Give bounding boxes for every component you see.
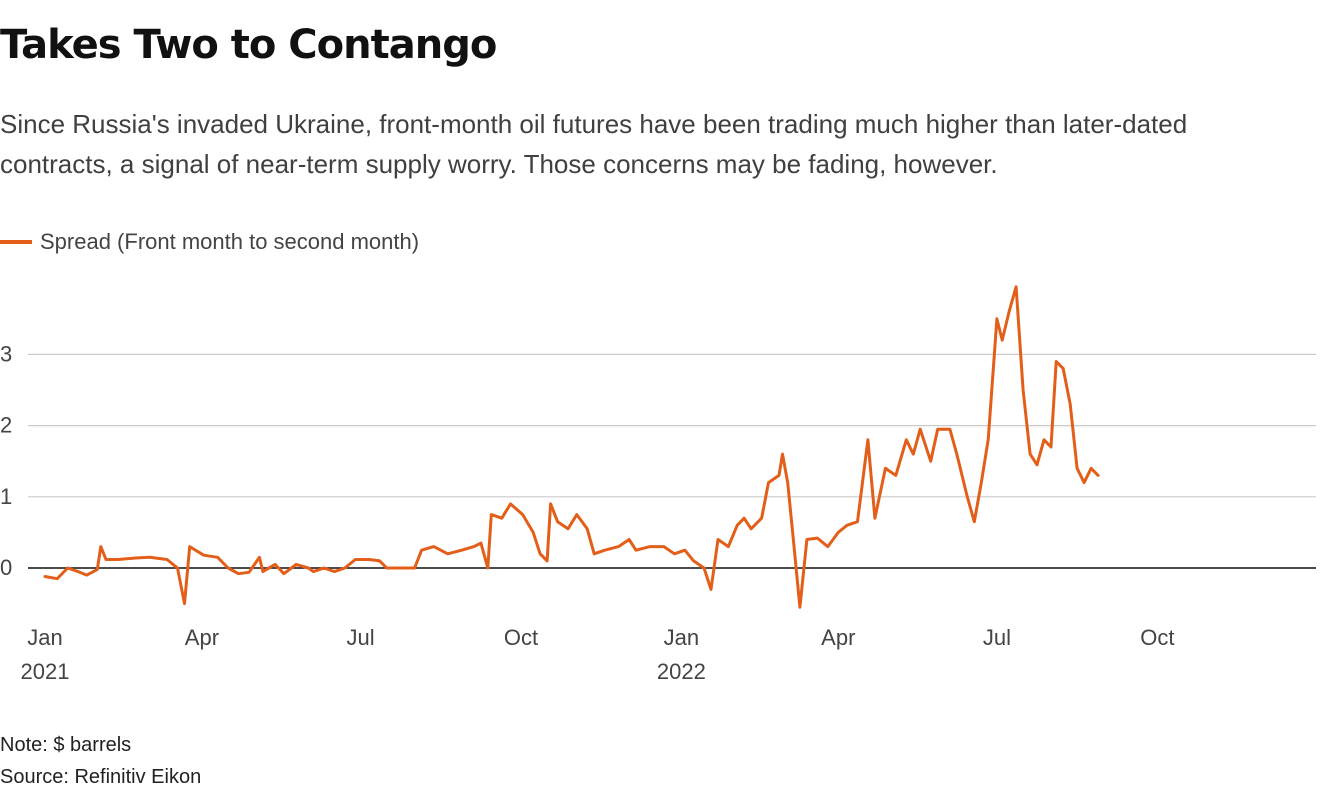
x-tick-label: Apr (821, 625, 855, 650)
line-chart: 0 1 2 3 Jan 2021 Apr Jul Oct Jan 2022 Apr Jul Oct (0, 285, 1316, 684)
y-tick-label: 0 (0, 555, 12, 580)
chart-subtitle: Since Russia's invaded Ukraine, front-mo… (0, 109, 1188, 179)
legend-label: Spread (Front month to second month) (40, 229, 420, 254)
x-tick-label: Jul (347, 625, 375, 650)
x-tick-label: Jan (664, 625, 699, 650)
chart-title: Takes Two to Contango (0, 22, 497, 68)
chart-source: Source: Refinitiv Eikon (0, 766, 202, 788)
x-tick-year-label: 2022 (657, 659, 706, 684)
chart-note: Note: $ barrels (0, 734, 132, 756)
spread-series-line (43, 285, 1100, 609)
y-tick-label: 3 (0, 341, 12, 366)
y-tick-label: 2 (0, 413, 12, 438)
x-tick-label: Jul (983, 625, 1011, 650)
legend-swatch (0, 240, 32, 244)
x-tick-label: Jan (27, 625, 62, 650)
y-tick-label: 1 (0, 484, 12, 509)
x-tick-year-label: 2021 (21, 659, 70, 684)
x-tick-label: Apr (185, 625, 219, 650)
x-tick-label: Oct (1140, 625, 1174, 650)
x-tick-label: Oct (504, 625, 538, 650)
chart-legend: Spread (Front month to second month) (0, 228, 419, 256)
